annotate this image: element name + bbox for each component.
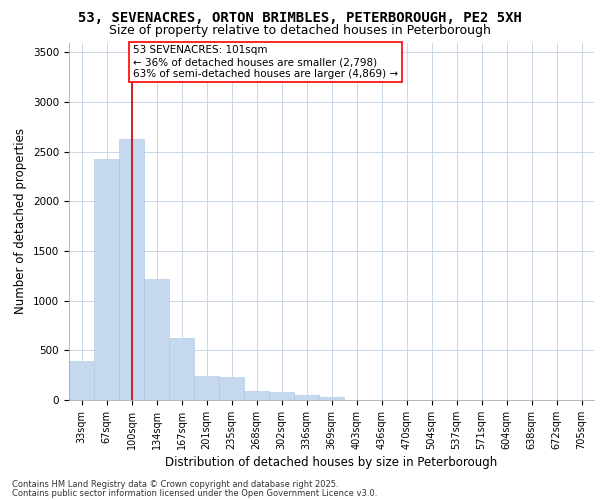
Bar <box>269 392 294 400</box>
Bar <box>119 139 144 400</box>
X-axis label: Distribution of detached houses by size in Peterborough: Distribution of detached houses by size … <box>166 456 497 469</box>
Bar <box>94 158 119 400</box>
Text: Contains HM Land Registry data © Crown copyright and database right 2025.: Contains HM Land Registry data © Crown c… <box>12 480 338 489</box>
Y-axis label: Number of detached properties: Number of detached properties <box>14 128 28 314</box>
Bar <box>294 395 319 400</box>
Text: Size of property relative to detached houses in Peterborough: Size of property relative to detached ho… <box>109 24 491 37</box>
Bar <box>244 391 269 400</box>
Text: 53 SEVENACRES: 101sqm
← 36% of detached houses are smaller (2,798)
63% of semi-d: 53 SEVENACRES: 101sqm ← 36% of detached … <box>133 46 398 78</box>
Bar <box>219 377 244 400</box>
Bar <box>69 362 94 400</box>
Bar <box>169 338 194 400</box>
Bar <box>144 279 169 400</box>
Bar <box>319 397 344 400</box>
Text: Contains public sector information licensed under the Open Government Licence v3: Contains public sector information licen… <box>12 489 377 498</box>
Bar <box>194 376 219 400</box>
Text: 53, SEVENACRES, ORTON BRIMBLES, PETERBOROUGH, PE2 5XH: 53, SEVENACRES, ORTON BRIMBLES, PETERBOR… <box>78 11 522 25</box>
